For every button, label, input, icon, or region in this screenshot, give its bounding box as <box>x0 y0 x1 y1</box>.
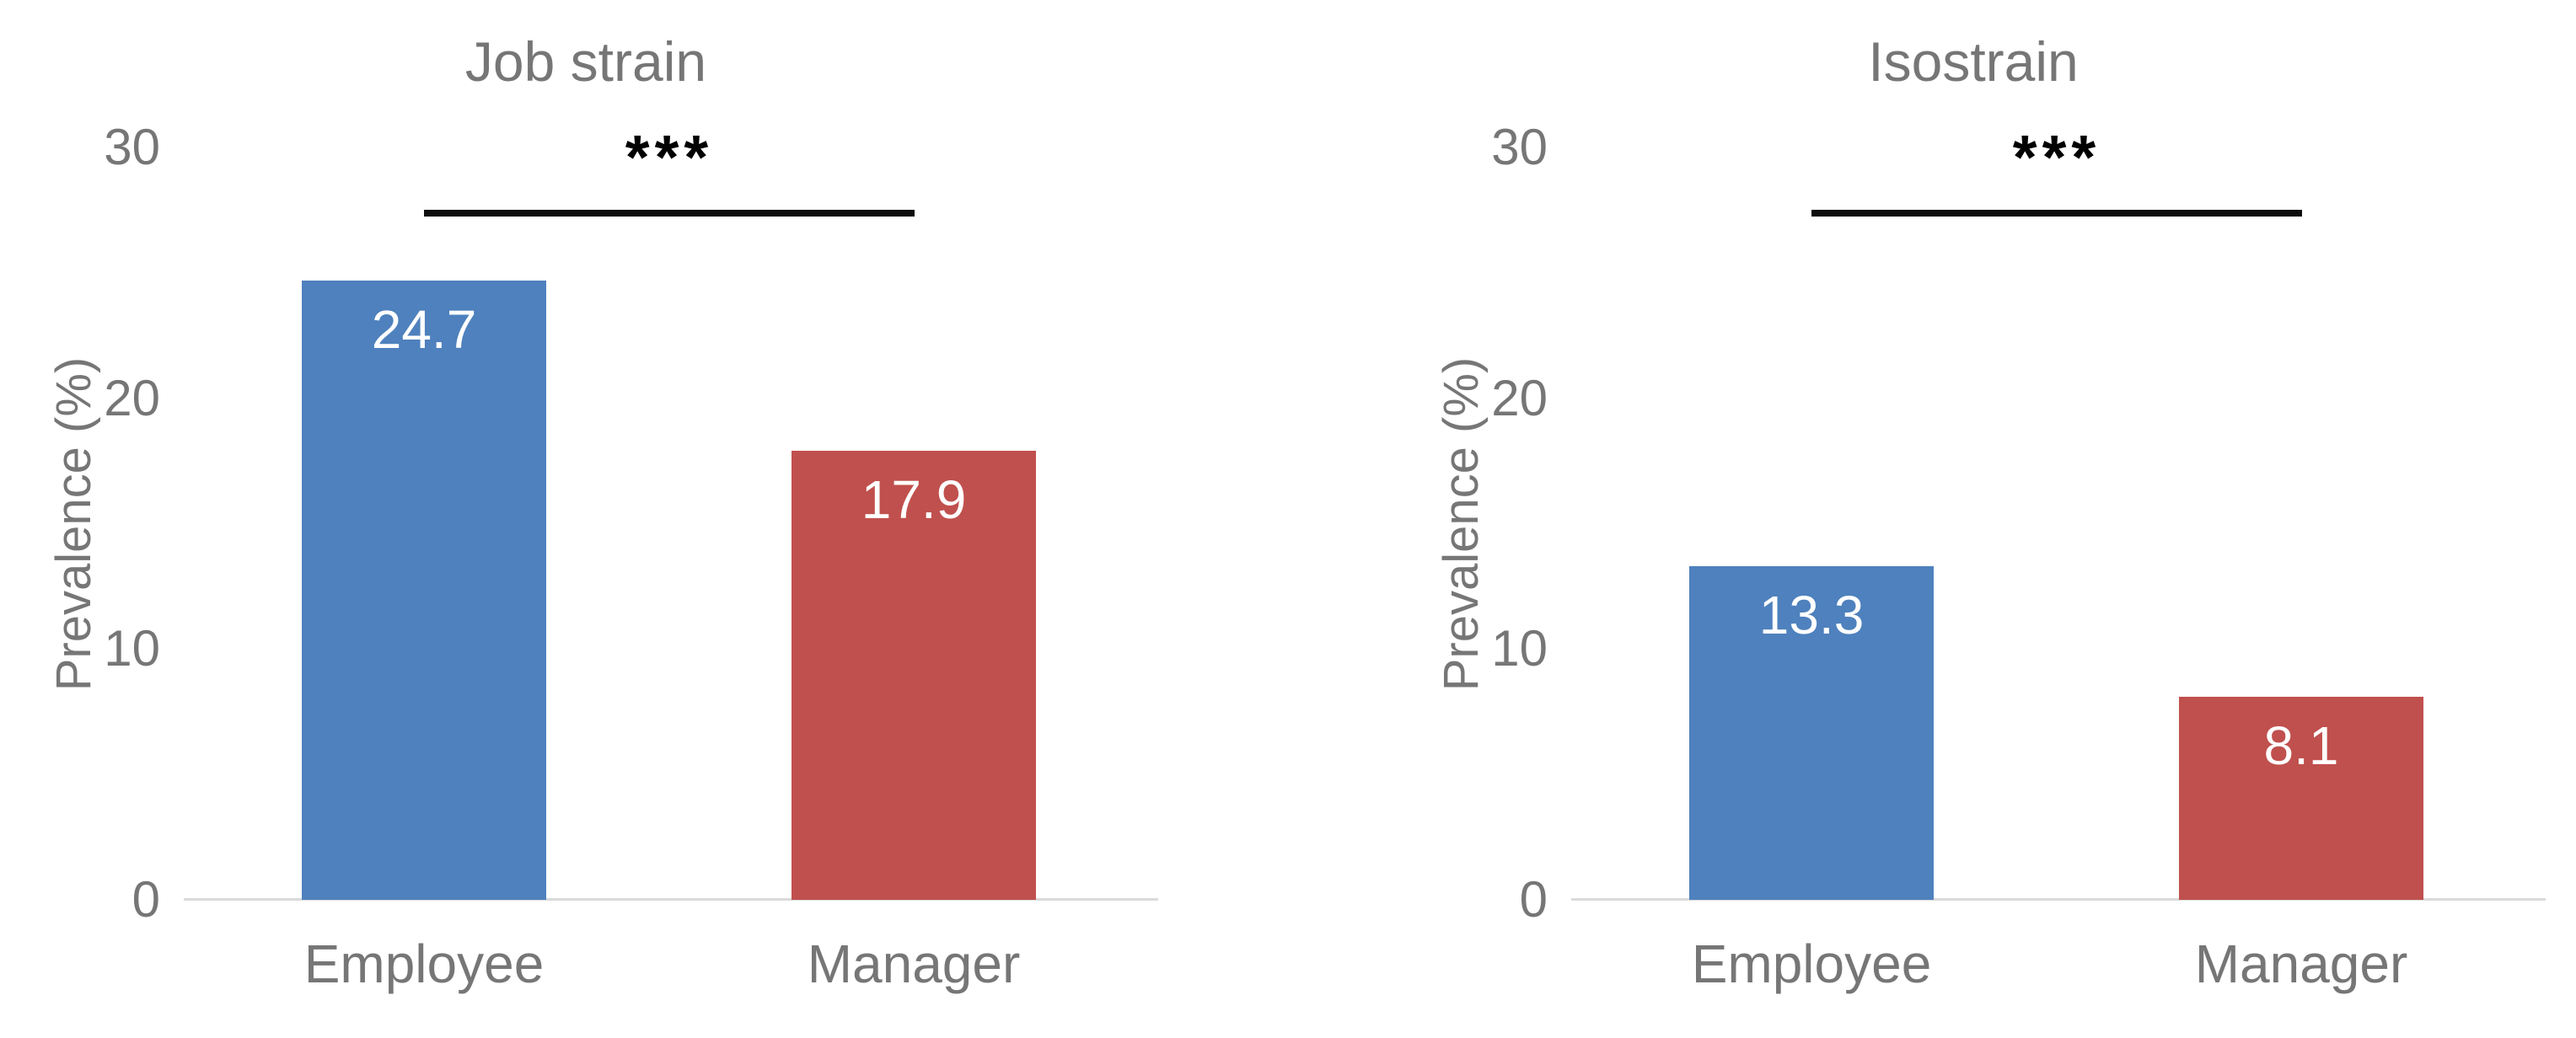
significance-stars: *** <box>625 122 714 192</box>
chart-job-strain: Job strain *** Prevalence (%) 30 20 10 0… <box>0 0 1189 1038</box>
chart-isostrain: Isostrain *** Prevalence (%) 30 20 10 0 … <box>1387 0 2576 1038</box>
category-label-manager: Manager <box>2194 934 2408 994</box>
y-tick-30: 30 <box>104 119 160 175</box>
bar-value-label: 8.1 <box>2263 715 2339 776</box>
y-axis-label: Prevalence (%) <box>46 356 101 692</box>
chart-title: Isostrain <box>1868 30 2079 93</box>
y-tick-0: 0 <box>131 871 160 928</box>
category-label-employee: Employee <box>303 934 545 994</box>
bar-employee: 13.3 <box>1689 566 1934 900</box>
bar-value-label: 17.9 <box>861 469 967 530</box>
significance-bracket-line <box>1811 210 2302 217</box>
significance-stars: *** <box>2012 122 2101 192</box>
bar-manager: 8.1 <box>2179 697 2423 900</box>
y-tick-20: 20 <box>104 369 160 426</box>
x-axis-baseline <box>1571 898 2546 901</box>
y-axis-label: Prevalence (%) <box>1434 356 1489 692</box>
x-axis-baseline <box>184 898 1158 901</box>
bar-employee: 24.7 <box>302 281 546 900</box>
y-tick-10: 10 <box>104 620 160 677</box>
y-tick-30: 30 <box>1491 119 1548 175</box>
significance-bracket-line <box>424 210 915 217</box>
y-tick-10: 10 <box>1491 620 1548 677</box>
bar-value-label: 13.3 <box>1758 585 1865 645</box>
y-tick-0: 0 <box>1519 871 1548 928</box>
bar-manager: 17.9 <box>792 451 1036 900</box>
category-label-manager: Manager <box>807 934 1021 994</box>
y-tick-20: 20 <box>1491 369 1548 426</box>
category-label-employee: Employee <box>1691 934 1932 994</box>
bar-value-label: 24.7 <box>371 299 477 360</box>
chart-title: Job strain <box>464 30 707 93</box>
